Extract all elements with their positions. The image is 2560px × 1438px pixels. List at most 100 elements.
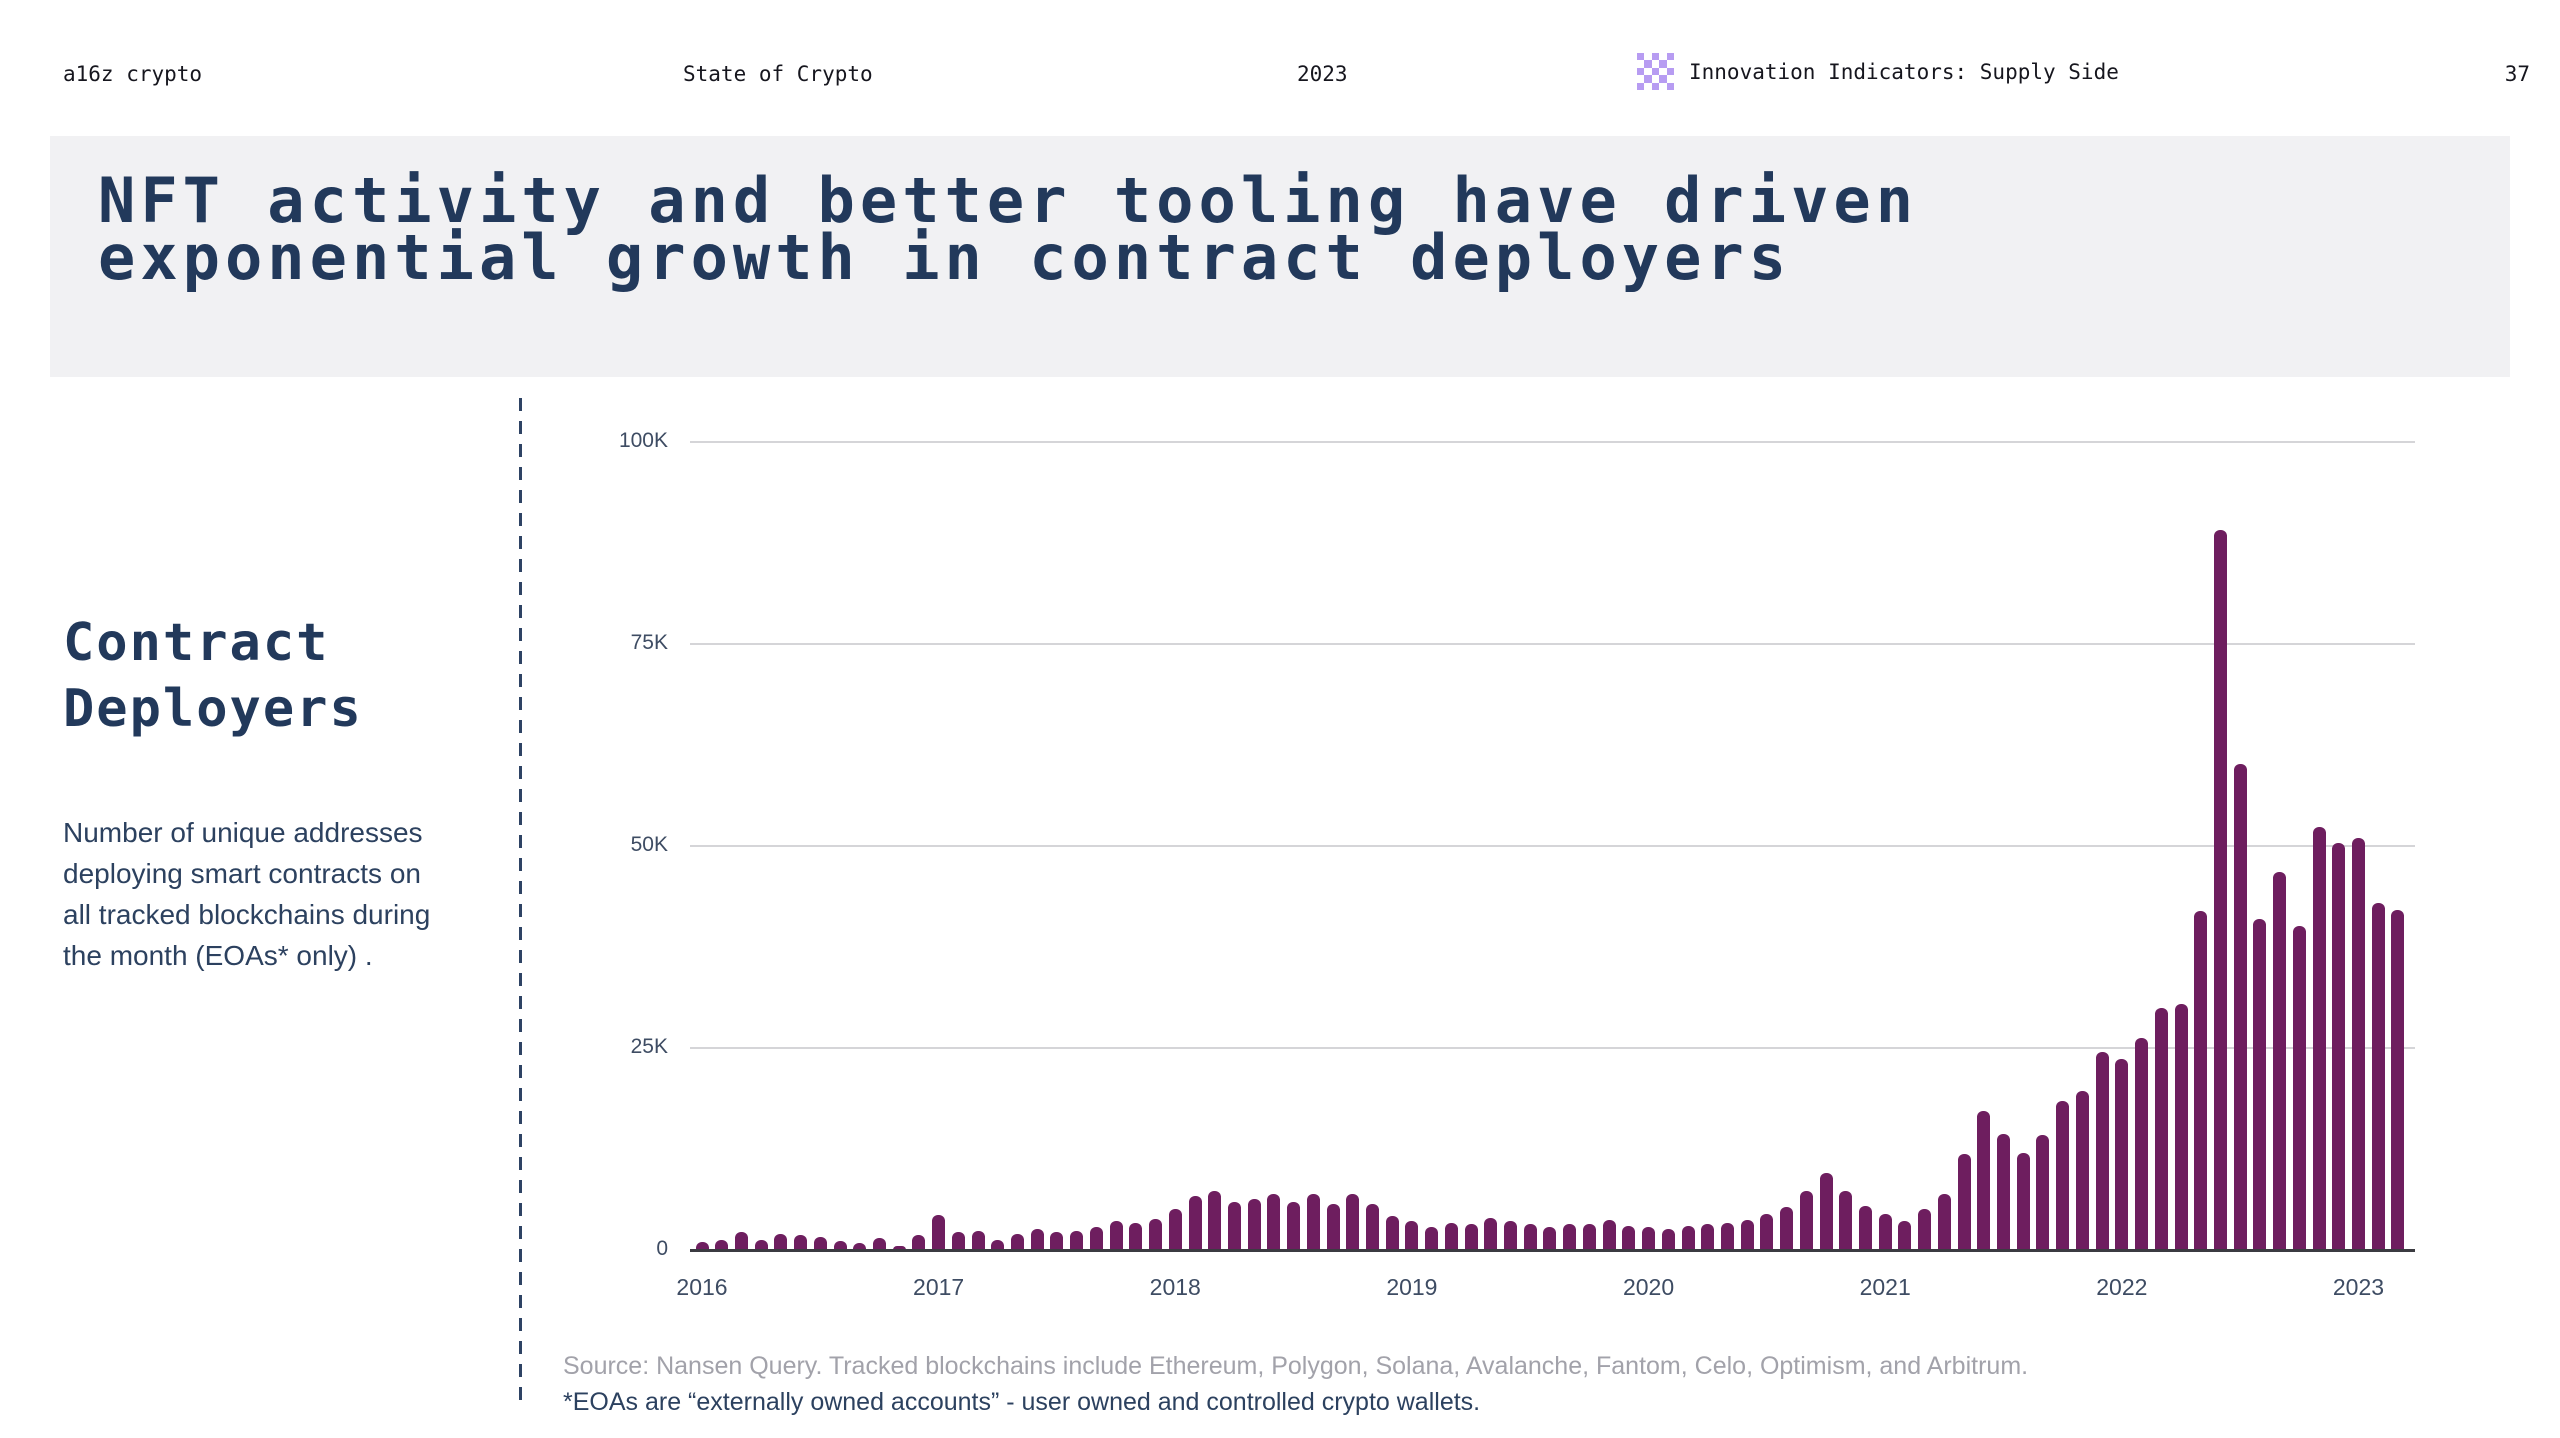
bar — [1464, 1224, 1478, 1250]
slide-title-line1: NFT activity and better tooling have dri… — [98, 164, 1919, 237]
bar — [2332, 842, 2346, 1250]
bar — [1306, 1194, 1320, 1250]
header: a16z crypto State of Crypto 2023 Innovat… — [0, 0, 2560, 120]
bar — [1287, 1202, 1301, 1250]
dither-icon-cell — [1659, 60, 1667, 68]
dashed-divider — [519, 398, 522, 1410]
bar — [1563, 1224, 1577, 1250]
bar — [2095, 1052, 2109, 1250]
brand-label: a16z crypto — [63, 62, 203, 86]
bar — [1089, 1227, 1103, 1250]
dither-icon-cell — [1637, 75, 1644, 82]
bar — [853, 1242, 867, 1250]
dither-icon-cell — [1666, 82, 1674, 90]
bar — [1484, 1217, 1498, 1250]
y-tick-label: 25K — [630, 1035, 668, 1058]
dither-icon-cell — [1637, 60, 1644, 67]
bar — [1504, 1220, 1518, 1250]
footnote: *EOAs are “externally owned accounts” - … — [563, 1388, 1481, 1416]
dither-icon-cell — [1637, 53, 1645, 61]
source-note: Source: Nansen Query. Tracked blockchain… — [563, 1352, 2029, 1380]
bar — [1622, 1225, 1636, 1250]
y-tick-label: 50K — [630, 833, 668, 856]
bar — [1444, 1222, 1458, 1250]
bar — [932, 1215, 946, 1250]
dither-icon-cell — [1651, 82, 1660, 90]
bar — [1760, 1213, 1774, 1250]
bar — [1602, 1220, 1616, 1250]
bar — [1425, 1227, 1439, 1250]
bar — [1957, 1153, 1971, 1250]
dither-icon-cell — [1644, 60, 1652, 68]
slide-title-line2: exponential growth in contract deployers — [98, 221, 1792, 294]
bar — [1661, 1229, 1675, 1250]
dither-icon-cell — [1659, 53, 1666, 60]
bar — [2351, 837, 2365, 1250]
bar — [1977, 1111, 1991, 1250]
bar — [1780, 1207, 1794, 1250]
bar — [1365, 1203, 1379, 1250]
bar — [813, 1237, 827, 1250]
bar — [2174, 1004, 2188, 1250]
bar — [2371, 902, 2385, 1250]
bar — [1582, 1224, 1596, 1250]
bar — [1878, 1213, 1892, 1250]
dither-icon-cell — [1659, 75, 1667, 83]
dither-icon-cell — [1651, 53, 1660, 61]
bar — [1681, 1225, 1695, 1250]
chart-description: Number of unique addresses deploying sma… — [63, 817, 431, 971]
dither-icon-cell — [1644, 75, 1652, 83]
bar — [1898, 1220, 1912, 1250]
bar — [1050, 1232, 1064, 1250]
gridline-25K — [690, 1047, 2415, 1049]
x-tick-label: 2022 — [2096, 1274, 2148, 1300]
bar — [2391, 909, 2405, 1250]
bar — [2253, 918, 2267, 1250]
bar — [1523, 1224, 1537, 1250]
bar — [1701, 1224, 1715, 1250]
y-tick-label: 0 — [656, 1237, 668, 1260]
dither-icon-cell — [1644, 83, 1651, 90]
dither-icon-cell — [1651, 67, 1660, 76]
bar — [2154, 1007, 2168, 1250]
bar — [1346, 1194, 1360, 1250]
bar — [1543, 1227, 1557, 1250]
dither-icon-cell — [1659, 83, 1666, 90]
bar — [2213, 530, 2227, 1250]
bar — [1385, 1216, 1399, 1250]
bar — [872, 1237, 886, 1250]
bar — [1937, 1194, 1951, 1250]
bar — [951, 1232, 965, 1250]
bar — [1129, 1222, 1143, 1250]
chart-heading: Contract Deployers — [63, 610, 363, 742]
x-tick-label: 2017 — [913, 1274, 965, 1300]
title-banner: NFT activity and better tooling have dri… — [50, 136, 2510, 377]
bar — [695, 1241, 709, 1250]
report-title: State of Crypto — [683, 62, 873, 86]
bar — [1819, 1173, 1833, 1250]
dither-icon-cell — [1652, 60, 1659, 67]
bar — [1247, 1199, 1261, 1250]
chart-heading-line1: Contract — [63, 613, 330, 673]
bar — [1227, 1202, 1241, 1250]
bar — [2115, 1059, 2129, 1250]
bar — [1011, 1233, 1025, 1250]
x-tick-label: 2019 — [1386, 1274, 1438, 1300]
bar — [971, 1230, 985, 1250]
chart-heading-line2: Deployers — [63, 679, 363, 739]
section-label: Innovation Indicators: Supply Side — [1689, 59, 2119, 84]
gridline-75K — [690, 643, 2415, 645]
bar — [1168, 1208, 1182, 1250]
dither-icon-cell — [1666, 53, 1674, 61]
report-year: 2023 — [1297, 62, 1348, 86]
y-tick-label: 75K — [630, 631, 668, 654]
bar — [1642, 1227, 1656, 1250]
page-number: 37 — [2504, 62, 2530, 86]
bar — [991, 1240, 1005, 1250]
dither-icon-cell — [1637, 67, 1645, 76]
section-indicator: Innovation Indicators: Supply Side — [1637, 53, 2119, 90]
bar — [1188, 1195, 1202, 1250]
bar — [1839, 1191, 1853, 1250]
bar — [774, 1233, 788, 1250]
